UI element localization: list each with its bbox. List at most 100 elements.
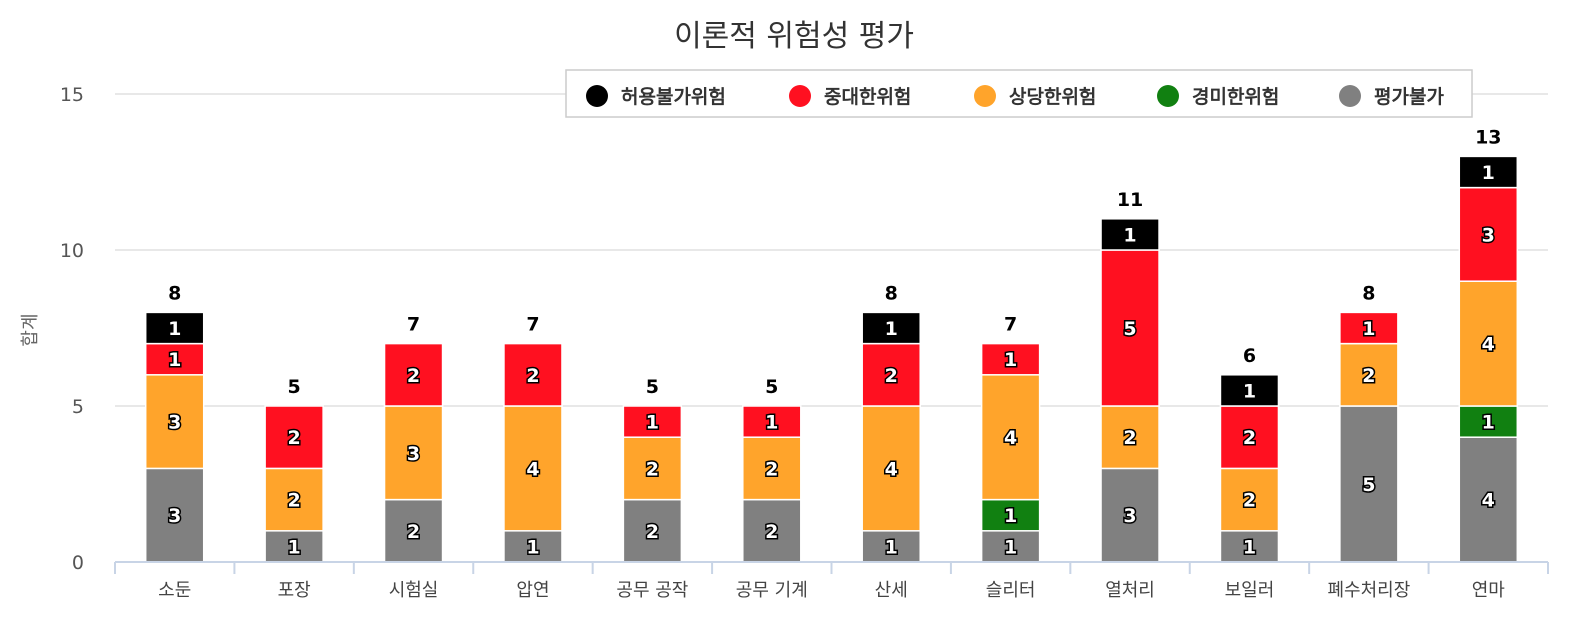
bar-segment[interactable] <box>1458 405 1519 438</box>
y-tick-label: 15 <box>60 84 84 106</box>
bar-group: 1 2 2 5 <box>264 376 324 563</box>
legend-label: 경미한위험 <box>1192 86 1279 108</box>
bar-segment[interactable] <box>1100 405 1160 470</box>
bar-segment[interactable] <box>144 467 205 563</box>
segment-value-label: 1 <box>168 349 181 371</box>
segment-value-label: 2 <box>646 458 659 480</box>
legend-label: 상당한위험 <box>1009 86 1096 108</box>
bar-segment[interactable] <box>1100 467 1160 563</box>
segment-value-label: 2 <box>646 521 659 543</box>
total-value-label: 13 <box>1475 126 1501 148</box>
x-tick-label: 슬리터 <box>986 580 1036 601</box>
total-value-label: 5 <box>288 376 301 398</box>
segment-value-label: 1 <box>1243 536 1256 558</box>
bar-segment[interactable] <box>144 311 205 345</box>
bar-segment[interactable] <box>503 342 563 407</box>
legend-item[interactable]: 경미한위험 <box>1157 85 1279 108</box>
legend-label: 허용불가위험 <box>621 86 726 108</box>
segment-value-label: 2 <box>288 490 301 512</box>
bar-segment[interactable] <box>1100 218 1160 251</box>
segment-value-label: 3 <box>168 412 181 434</box>
segment-value-label: 4 <box>885 458 898 480</box>
segment-value-label: 2 <box>1362 365 1375 387</box>
segment-value-label: 1 <box>765 412 778 434</box>
bar-segment[interactable] <box>1339 342 1399 407</box>
bar-segment[interactable] <box>980 374 1041 501</box>
segment-value-label: 2 <box>765 458 778 480</box>
bar-segment[interactable] <box>622 405 683 438</box>
x-axis: 소둔 포장 시험실 압연 공무 공작 공무 기계 산세 슬리터 열처리 보일러 폐수처리장 연마 <box>114 561 1549 601</box>
bar-group: 1 4 2 1 8 <box>861 282 921 563</box>
x-tick-label: 열처리 <box>1105 580 1155 601</box>
y-axis-label: 합계 <box>20 313 41 346</box>
bar-segment[interactable] <box>1219 467 1280 532</box>
bar-segment[interactable] <box>1458 436 1519 563</box>
bar-group: 4 1 4 3 1 13 <box>1458 126 1519 563</box>
bar-segment[interactable] <box>861 530 921 563</box>
x-tick-label: 보일러 <box>1225 580 1275 601</box>
segment-value-label: 1 <box>526 536 539 558</box>
y-tick-label: 0 <box>72 552 84 574</box>
bar-segment[interactable] <box>144 342 205 376</box>
bar-segment[interactable] <box>264 405 324 470</box>
legend[interactable]: 허용불가위험 중대한위험 상당한위험 경미한위험 평가불가 <box>565 69 1473 118</box>
total-value-label: 8 <box>168 282 181 304</box>
bar-segment[interactable] <box>264 467 324 532</box>
bar-group: 1 1 4 1 7 <box>980 314 1041 563</box>
segment-value-label: 1 <box>1243 380 1256 402</box>
segment-value-label: 2 <box>407 365 420 387</box>
segment-value-label: 4 <box>526 458 539 480</box>
x-tick-label: 공무 기계 <box>736 580 808 601</box>
segment-value-label: 1 <box>1004 505 1017 527</box>
legend-item[interactable]: 상당한위험 <box>974 85 1096 108</box>
segment-value-label: 1 <box>885 536 898 558</box>
segment-value-label: 5 <box>1123 318 1136 340</box>
bar-segment[interactable] <box>622 436 683 501</box>
legend-item[interactable]: 허용불가위험 <box>586 85 726 108</box>
bar-segment[interactable] <box>1219 405 1280 470</box>
legend-item[interactable]: 평가불가 <box>1339 85 1444 108</box>
total-value-label: 11 <box>1117 189 1143 211</box>
x-tick-label: 산세 <box>875 580 908 601</box>
bar-segment[interactable] <box>861 342 921 407</box>
bar-segment[interactable] <box>383 342 444 407</box>
bar-segment[interactable] <box>383 405 444 501</box>
bar-group: 1 2 2 1 6 <box>1219 345 1280 563</box>
legend-item[interactable]: 중대한위험 <box>789 85 911 108</box>
segment-value-label: 3 <box>1123 505 1136 527</box>
segment-value-label: 2 <box>1243 427 1256 449</box>
bar-segment[interactable] <box>503 405 563 532</box>
bar-segment[interactable] <box>1458 155 1519 189</box>
legend-marker <box>1157 85 1179 107</box>
segment-value-label: 1 <box>1482 412 1495 434</box>
segment-value-label: 1 <box>288 536 301 558</box>
segment-value-label: 2 <box>526 365 539 387</box>
segment-value-label: 3 <box>168 505 181 527</box>
segment-value-label: 2 <box>288 427 301 449</box>
bar-segment[interactable] <box>980 342 1041 376</box>
bar-segment[interactable] <box>1219 530 1280 563</box>
segment-value-label: 4 <box>1004 427 1017 449</box>
segment-value-label: 3 <box>407 443 420 465</box>
bar-segment[interactable] <box>1458 186 1519 282</box>
y-tick-label: 10 <box>60 240 84 262</box>
bar-segment[interactable] <box>1219 374 1280 407</box>
segment-value-label: 2 <box>1123 427 1136 449</box>
segment-value-label: 1 <box>1482 162 1495 184</box>
legend-marker <box>1339 85 1361 107</box>
segment-value-label: 4 <box>1482 334 1495 356</box>
bar-segment[interactable] <box>383 498 444 563</box>
x-tick-label: 압연 <box>516 580 549 601</box>
segment-value-label: 1 <box>1123 224 1136 246</box>
total-value-label: 8 <box>1362 282 1375 304</box>
bar-segment[interactable] <box>1339 311 1399 345</box>
bar-segment[interactable] <box>742 436 802 501</box>
bar-segment[interactable] <box>742 498 802 563</box>
x-tick-label: 공무 공작 <box>616 580 688 601</box>
gridlines <box>115 93 1548 407</box>
bar-group: 3 3 1 1 8 <box>144 282 205 563</box>
bar-segment[interactable] <box>861 311 921 345</box>
bar-segment[interactable] <box>742 405 802 438</box>
bar-group: 2 3 2 7 <box>383 314 444 563</box>
